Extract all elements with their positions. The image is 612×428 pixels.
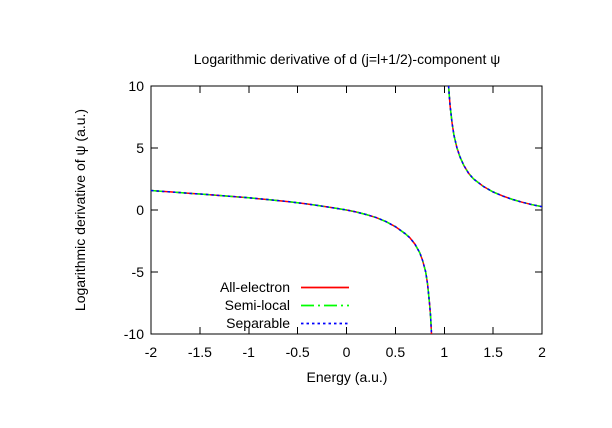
curve-separable xyxy=(151,189,433,334)
x-tick-label: -0.5 xyxy=(285,344,310,360)
legend-line-sample xyxy=(301,304,349,306)
x-tick-label: 1 xyxy=(440,344,449,360)
y-tick-label: 10 xyxy=(128,78,144,94)
y-tick-label: -5 xyxy=(131,264,144,280)
x-tick-label: -2 xyxy=(144,344,158,360)
y-axis-label: Logarithmic derivative of ψ (a.u.) xyxy=(72,108,88,312)
x-tick-label: 1.5 xyxy=(483,344,503,360)
chart-title: Logarithmic derivative of d (j=l+1/2)-co… xyxy=(193,51,501,67)
x-tick-label: 2 xyxy=(538,344,546,360)
curve-all-electron xyxy=(447,86,542,208)
x-tick-label: 0.5 xyxy=(385,344,406,360)
legend: All-electron Semi-local Separable xyxy=(172,278,350,332)
legend-label: All-electron xyxy=(219,279,290,295)
x-tick-label: -1 xyxy=(242,344,255,360)
y-tick-label: 5 xyxy=(136,140,144,156)
legend-entry-separable: Separable xyxy=(172,314,350,332)
legend-entry-all-electron: All-electron xyxy=(172,278,350,296)
curve-semi-local xyxy=(447,86,542,208)
legend-line-sample xyxy=(301,322,349,324)
curve-separable xyxy=(447,86,542,208)
legend-label: Semi-local xyxy=(224,297,290,313)
legend-line-sample xyxy=(301,286,349,288)
x-tick-label: -1.5 xyxy=(187,344,212,360)
legend-label: Separable xyxy=(226,315,290,331)
x-axis-label: Energy (a.u.) xyxy=(306,369,388,385)
x-tick-label: 0 xyxy=(342,344,351,360)
y-tick-label: -10 xyxy=(123,326,144,342)
legend-entry-semi-local: Semi-local xyxy=(172,296,350,314)
y-tick-label: 0 xyxy=(136,202,144,218)
